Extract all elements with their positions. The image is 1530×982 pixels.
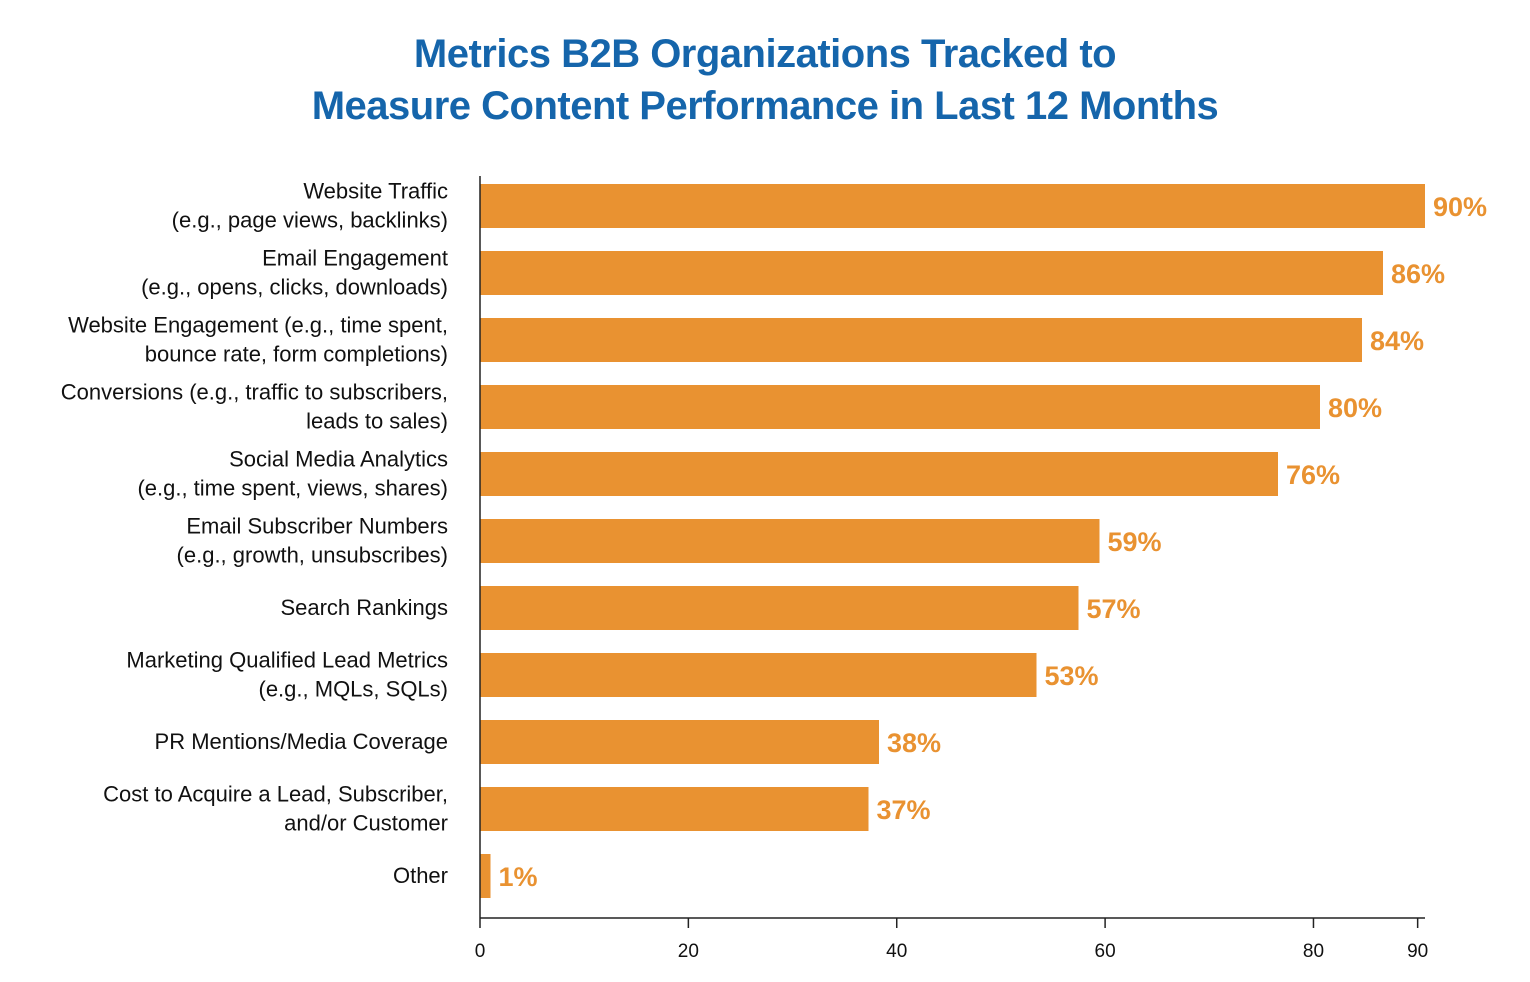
category-label-4: Social Media Analytics (e.g., time spent,…: [137, 447, 448, 501]
bars-group: [480, 184, 1425, 898]
category-label-3-line-0: Conversions (e.g., traffic to subscriber…: [61, 380, 448, 405]
category-label-0-line-0: Website Traffic: [303, 179, 448, 204]
bar-2: [480, 318, 1362, 362]
value-label-6: 57%: [1087, 594, 1141, 624]
category-label-9-line-1: and/or Customer: [284, 811, 448, 836]
category-label-9-line-0: Cost to Acquire a Lead, Subscriber,: [103, 782, 448, 807]
category-label-3: Conversions (e.g., traffic to subscriber…: [61, 380, 448, 434]
category-label-2-line-1: bounce rate, form completions): [145, 342, 448, 367]
chart-title: Metrics B2B Organizations Tracked to Mea…: [0, 28, 1530, 132]
value-labels-group: 90% 86% 84% 80% 76% 59% 57% 53% 38% 37% 1%: [499, 192, 1488, 892]
category-label-7-line-1: (e.g., MQLs, SQLs): [259, 677, 449, 702]
value-label-2: 84%: [1370, 326, 1424, 356]
bar-1: [480, 251, 1383, 295]
bar-8: [480, 720, 879, 764]
x-tick-label-0: 0: [475, 941, 486, 962]
value-label-4: 76%: [1286, 460, 1340, 490]
bar-0: [480, 184, 1425, 228]
value-label-9: 37%: [877, 795, 931, 825]
x-axis: 0 20 40 60 80 90: [475, 176, 1428, 962]
category-label-8: PR Mentions/Media Coverage: [155, 729, 448, 754]
category-label-0: Website Traffic (e.g., page views, backli…: [172, 179, 448, 233]
x-tick-label-2: 40: [886, 941, 907, 962]
category-label-2-line-0: Website Engagement (e.g., time spent,: [68, 313, 448, 338]
value-label-3: 80%: [1328, 393, 1382, 423]
category-label-1: Email Engagement (e.g., opens, clicks, do…: [141, 246, 448, 300]
category-label-2: Website Engagement (e.g., time spent, bou…: [68, 313, 448, 367]
category-label-6-line-0: Search Rankings: [280, 595, 448, 620]
category-labels-group: Website Traffic (e.g., page views, backli…: [61, 179, 448, 889]
bar-9: [480, 787, 869, 831]
chart-title-line-2: Measure Content Performance in Last 12 M…: [311, 84, 1219, 128]
x-tick-label-4: 80: [1303, 941, 1324, 962]
value-label-0: 90%: [1433, 192, 1487, 222]
category-label-3-line-1: leads to sales): [306, 409, 448, 434]
category-label-4-line-1: (e.g., time spent, views, shares): [137, 476, 448, 501]
x-tick-label-3: 60: [1095, 941, 1116, 962]
category-label-7-line-0: Marketing Qualified Lead Metrics: [126, 648, 448, 673]
value-label-10: 1%: [499, 862, 538, 892]
value-label-8: 38%: [887, 728, 941, 758]
category-label-5: Email Subscriber Numbers (e.g., growth, u…: [177, 514, 448, 568]
category-label-6: Search Rankings: [280, 595, 448, 620]
category-label-9: Cost to Acquire a Lead, Subscriber, and/o…: [103, 782, 448, 836]
category-label-8-line-0: PR Mentions/Media Coverage: [155, 729, 448, 754]
value-label-7: 53%: [1045, 661, 1099, 691]
bar-7: [480, 653, 1037, 697]
category-label-10-line-0: Other: [393, 863, 448, 888]
bar-5: [480, 519, 1100, 563]
value-label-5: 59%: [1108, 527, 1162, 557]
value-label-1: 86%: [1391, 259, 1445, 289]
category-label-10: Other: [393, 863, 448, 888]
category-label-4-line-0: Social Media Analytics: [229, 447, 448, 472]
category-label-1-line-0: Email Engagement: [262, 246, 448, 271]
x-tick-label-1: 20: [678, 941, 699, 962]
category-label-1-line-1: (e.g., opens, clicks, downloads): [141, 275, 448, 300]
category-label-5-line-0: Email Subscriber Numbers: [186, 514, 448, 539]
bar-10: [480, 854, 491, 898]
chart-title-line-1: Metrics B2B Organizations Tracked to: [413, 32, 1117, 76]
bar-4: [480, 452, 1278, 496]
bar-6: [480, 586, 1079, 630]
bar-3: [480, 385, 1320, 429]
category-label-5-line-1: (e.g., growth, unsubscribes): [177, 543, 448, 568]
category-label-0-line-1: (e.g., page views, backlinks): [172, 208, 448, 233]
category-label-7: Marketing Qualified Lead Metrics (e.g., M…: [126, 648, 448, 702]
x-tick-label-5: 90: [1407, 941, 1428, 962]
